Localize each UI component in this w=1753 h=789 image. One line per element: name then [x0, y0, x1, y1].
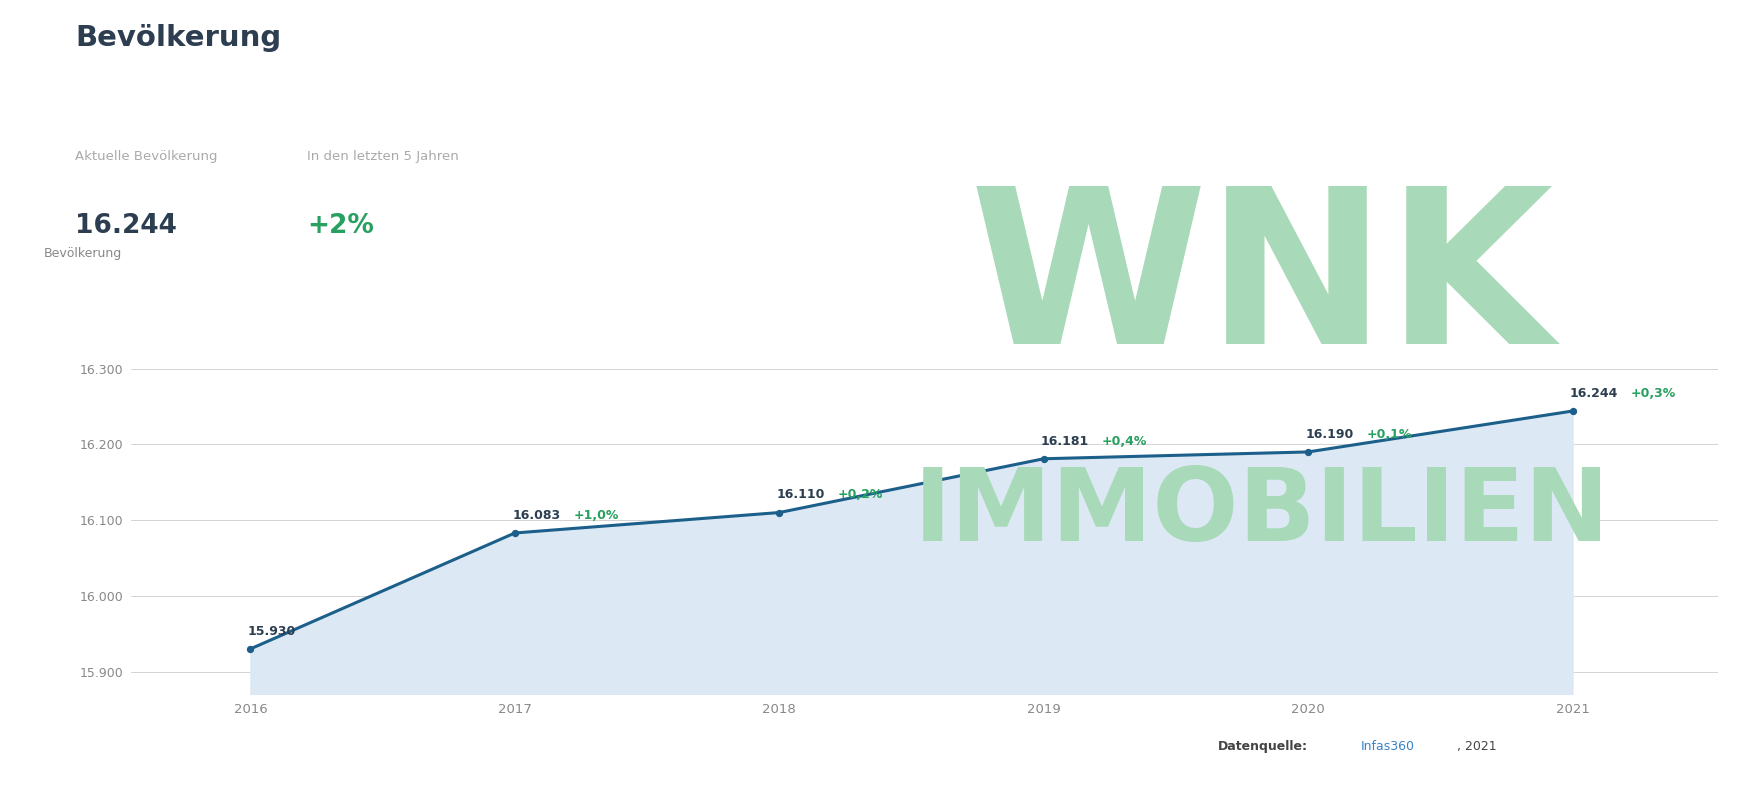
Text: , 2021: , 2021 — [1457, 741, 1497, 753]
Point — [1558, 405, 1586, 417]
Text: Infas360: Infas360 — [1360, 741, 1415, 753]
Text: Aktuelle Bevölkerung: Aktuelle Bevölkerung — [75, 150, 217, 163]
Text: +0,4%: +0,4% — [1103, 435, 1148, 447]
Text: 16.244: 16.244 — [75, 213, 177, 239]
Point — [237, 642, 265, 655]
Text: 16.181: 16.181 — [1041, 435, 1089, 447]
Text: +0,2%: +0,2% — [838, 488, 884, 502]
Text: 16.083: 16.083 — [512, 509, 561, 522]
Text: +1,0%: +1,0% — [573, 509, 619, 522]
Point — [501, 527, 529, 540]
Text: 15.930: 15.930 — [247, 625, 296, 638]
Text: +0,3%: +0,3% — [1630, 387, 1676, 400]
Text: Bevölkerung: Bevölkerung — [75, 24, 282, 51]
Point — [766, 507, 794, 519]
Text: 16.110: 16.110 — [777, 488, 826, 502]
Text: +0,1%: +0,1% — [1366, 428, 1411, 441]
Text: IMMOBILIEN: IMMOBILIEN — [913, 464, 1611, 562]
Text: Datenquelle:: Datenquelle: — [1218, 741, 1308, 753]
Text: WNK: WNK — [969, 180, 1555, 388]
Point — [1294, 446, 1322, 458]
Text: Bevölkerung: Bevölkerung — [44, 248, 123, 260]
Point — [1029, 452, 1057, 465]
Text: In den letzten 5 Jahren: In den letzten 5 Jahren — [307, 150, 459, 163]
Text: 16.244: 16.244 — [1569, 387, 1618, 400]
Text: 16.190: 16.190 — [1306, 428, 1353, 441]
Text: +2%: +2% — [307, 213, 373, 239]
